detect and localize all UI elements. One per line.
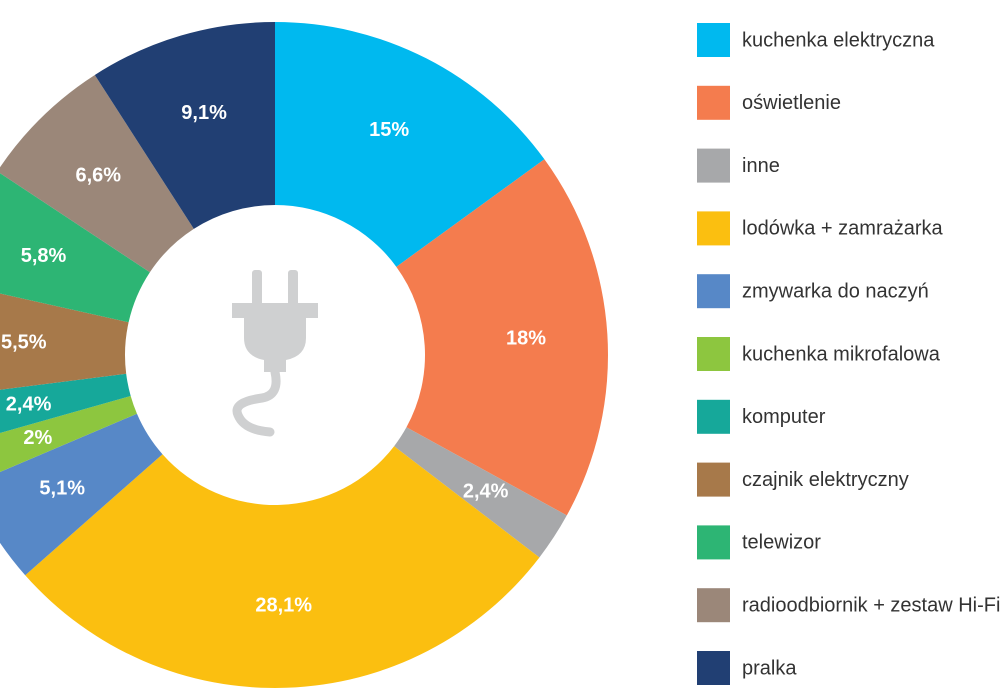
legend-label: komputer (742, 406, 826, 428)
legend-swatch (697, 399, 730, 434)
legend-swatch (697, 525, 730, 560)
value-label: 15% (369, 119, 409, 141)
slice (394, 427, 567, 558)
slice (0, 74, 194, 273)
value-label: 5,8% (21, 245, 67, 267)
value-label: 9,1% (181, 102, 227, 124)
legend: kuchenka elektryczna oświetlenie inne lodów… (697, 23, 1000, 685)
plug-icon (232, 270, 318, 437)
legend-swatch (697, 85, 730, 120)
value-label: 2% (23, 427, 52, 449)
legend-label: radioodbiornik + zestaw Hi-Fi (742, 594, 1000, 616)
legend-swatch (697, 588, 730, 623)
donut: 15% 18% 2,4% 28,1% 5,1% 2% 2,4% 5,5% 5,8% 6,6% 9,1… (0, 22, 608, 689)
legend-swatch (697, 211, 730, 246)
value-label: 18% (506, 327, 546, 349)
legend-swatch (697, 462, 730, 497)
slice (0, 373, 131, 434)
legend-label: czajnik elektryczny (742, 469, 909, 491)
legend-swatch (697, 337, 730, 371)
slice (0, 293, 129, 390)
legend-label: zmywarka do naczyń (742, 280, 929, 302)
legend-label: inne (742, 155, 780, 177)
legend-label: oświetlenie (742, 92, 841, 114)
slice (0, 395, 137, 472)
slice (0, 413, 163, 576)
value-label: 2,4% (463, 481, 509, 503)
legend-label: telewizor (742, 532, 821, 554)
slice (396, 159, 608, 516)
value-label: 28,1% (255, 595, 312, 617)
value-label: 5,5% (1, 331, 47, 353)
legend-label: lodówka + zamrażarka (742, 218, 944, 240)
legend-swatch (697, 651, 730, 685)
value-label: 6,6% (75, 164, 121, 186)
legend-label: kuchenka mikrofalowa (742, 343, 941, 365)
legend-swatch (697, 23, 730, 57)
slice (275, 22, 545, 267)
legend-label: kuchenka elektryczna (742, 29, 935, 51)
legend-swatch (697, 274, 730, 309)
value-label: 2,4% (6, 394, 52, 416)
slice (94, 22, 275, 229)
slice (25, 446, 540, 689)
value-label: 5,1% (39, 477, 85, 499)
legend-label: pralka (742, 657, 797, 679)
slice (0, 173, 150, 323)
legend-swatch (697, 148, 730, 183)
